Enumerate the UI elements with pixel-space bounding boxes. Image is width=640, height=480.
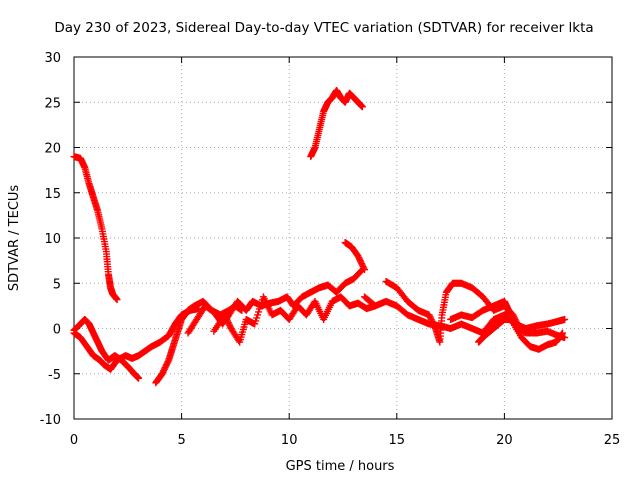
- series-track-early-dip-a: [70, 315, 143, 382]
- series-track-early-dip-b: [70, 305, 203, 373]
- y-tick-label: 30: [44, 51, 61, 66]
- data-point: [558, 330, 566, 338]
- data-point: [360, 264, 368, 272]
- series-track-early-decay: [70, 153, 121, 304]
- data-point: [559, 329, 567, 337]
- data-point: [113, 296, 121, 304]
- y-tick-label: 20: [44, 142, 61, 157]
- x-tick-label: 10: [281, 433, 298, 448]
- y-tick-label: 5: [53, 277, 61, 292]
- y-tick-label: 0: [53, 323, 61, 338]
- x-tick-label: 15: [389, 433, 406, 448]
- data-point: [561, 315, 569, 323]
- x-axis-label: GPS time / hours: [286, 459, 395, 474]
- y-axis-label: SDTVAR / TECUs: [7, 185, 22, 292]
- data-marks: [70, 86, 569, 387]
- y-tick-label: 25: [44, 96, 61, 111]
- x-tick-label: 0: [70, 433, 78, 448]
- y-tick-label: -5: [48, 368, 61, 383]
- y-axis-ticks: -10 -5 0 5 10 15 20 25 30: [40, 51, 612, 428]
- data-point: [135, 374, 143, 382]
- x-tick-label: 5: [177, 433, 185, 448]
- y-tick-label: 10: [44, 232, 61, 247]
- series-track-noon-peak: [307, 86, 366, 161]
- x-axis-ticks: 0 5 10 15 20 25: [70, 57, 620, 448]
- x-tick-label: 20: [496, 433, 513, 448]
- chart-title: Day 230 of 2023, Sidereal Day-to-day VTE…: [54, 20, 593, 36]
- series-track-late-loop: [447, 297, 567, 353]
- grid-lines: [74, 57, 612, 419]
- y-tick-label: -10: [40, 413, 61, 428]
- series-track-midday-cluster-a: [184, 266, 366, 337]
- data-point: [358, 103, 366, 111]
- x-tick-label: 25: [604, 433, 621, 448]
- series-track-afternoon-spike: [341, 239, 369, 274]
- data-point: [361, 266, 369, 274]
- y-tick-label: 15: [44, 187, 61, 202]
